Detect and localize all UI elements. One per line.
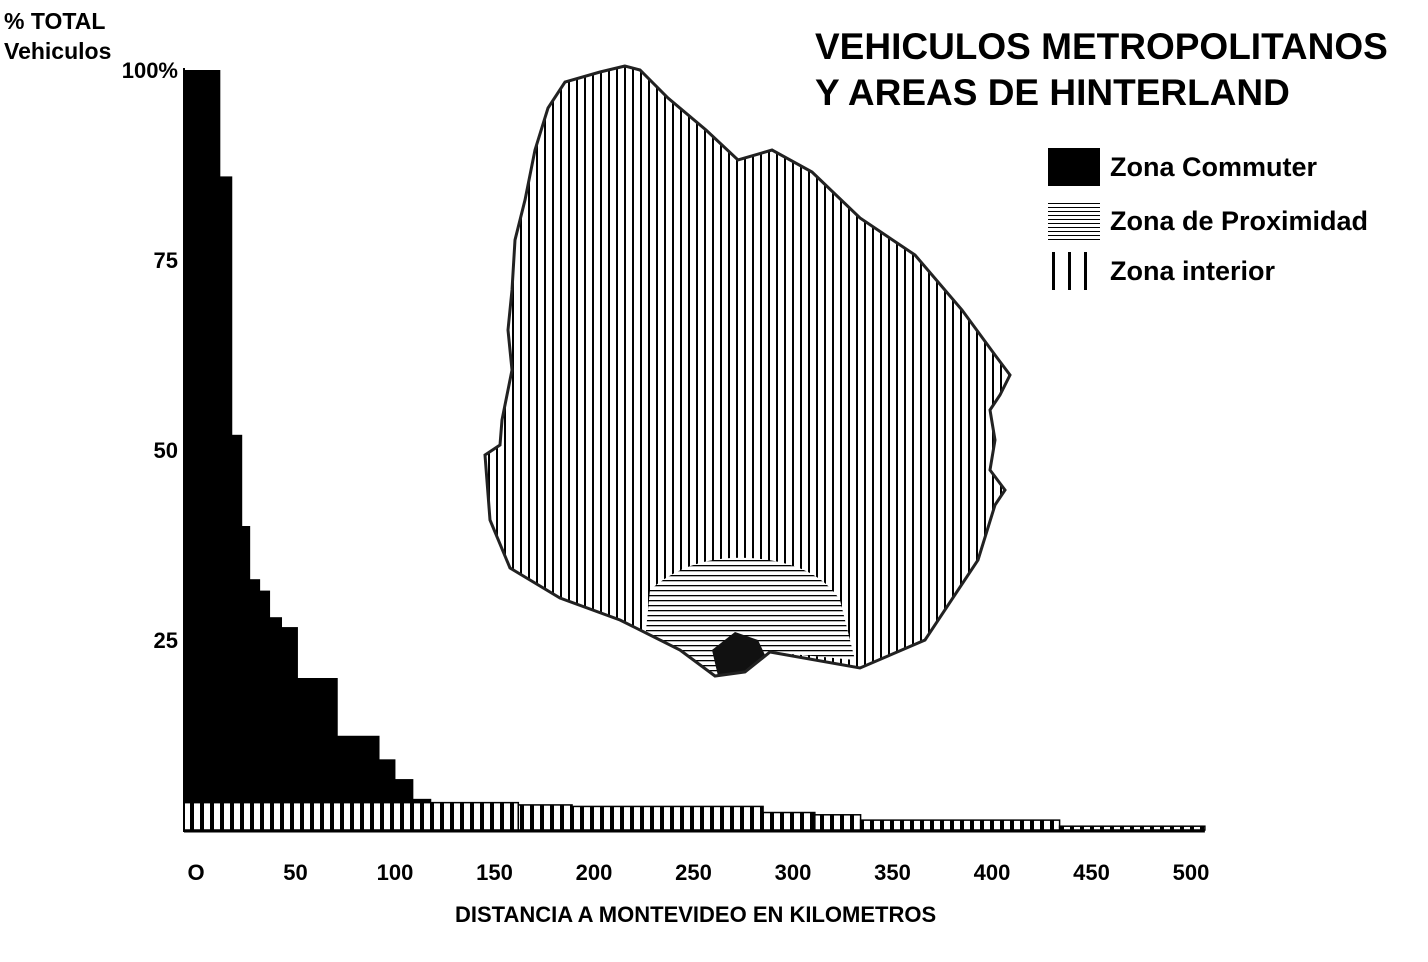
bar-zona-commuter bbox=[249, 579, 261, 803]
bar-zona-commuter bbox=[394, 779, 414, 803]
y-tick-label: 50 bbox=[154, 438, 178, 463]
x-tick-label: 300 bbox=[775, 860, 812, 885]
x-tick-label: 50 bbox=[283, 860, 307, 885]
bar-zona-interior bbox=[859, 819, 1061, 831]
y-tick-label: 100% bbox=[122, 58, 178, 83]
x-tick-label: 400 bbox=[974, 860, 1011, 885]
bar-zona-commuter bbox=[259, 590, 271, 803]
legend-label: Zona de Proximidad bbox=[1110, 205, 1369, 236]
y-axis-label-line1: % TOTAL bbox=[4, 8, 106, 34]
chart-title-line1: VEHICULOS METROPOLITANOS bbox=[815, 26, 1388, 67]
bar-zona-interior bbox=[571, 805, 764, 831]
y-axis-label: % TOTAL Vehiculos bbox=[4, 6, 111, 66]
chart-title: VEHICULOS METROPOLITANOS Y AREAS DE HINT… bbox=[815, 24, 1388, 116]
x-axis-label: DISTANCIA A MONTEVIDEO EN KILOMETROS bbox=[455, 902, 937, 927]
bar-zona-commuter bbox=[412, 798, 432, 803]
x-tick-label: O bbox=[187, 860, 204, 885]
y-tick-label: 75 bbox=[154, 248, 178, 273]
legend-swatch-horizontal-lines bbox=[1048, 202, 1100, 240]
legend-interior: Zona interior bbox=[1048, 251, 1275, 291]
x-tick-label: 150 bbox=[476, 860, 513, 885]
legend-label: Zona interior bbox=[1110, 255, 1276, 286]
bar-zona-commuter bbox=[269, 617, 283, 803]
bar-zona-commuter bbox=[184, 70, 221, 803]
x-tick-label: 100 bbox=[377, 860, 414, 885]
x-tick-label: 350 bbox=[874, 860, 911, 885]
map-outline bbox=[483, 64, 1012, 678]
bar-zona-interior bbox=[1058, 825, 1206, 831]
bar-zona-commuter bbox=[337, 735, 380, 803]
x-tick-label: 450 bbox=[1073, 860, 1110, 885]
bar-zona-interior bbox=[814, 814, 862, 831]
legend-commuter: Zona Commuter bbox=[1048, 147, 1317, 187]
bar-zona-interior bbox=[762, 811, 816, 831]
y-axis-label-line2: Vehiculos bbox=[4, 38, 112, 64]
bar-zona-interior bbox=[517, 804, 573, 831]
bar-zona-interior bbox=[183, 801, 520, 831]
bar-zona-commuter bbox=[231, 434, 243, 803]
zona-proximidad-area bbox=[645, 557, 855, 676]
legend-swatch-vertical-lines bbox=[1048, 252, 1100, 290]
bar-zona-commuter bbox=[281, 627, 298, 803]
uruguay-map bbox=[483, 64, 1012, 678]
chart-title-line2: Y AREAS DE HINTERLAND bbox=[815, 72, 1290, 113]
bar-zona-commuter bbox=[379, 759, 396, 803]
legend-label: Zona Commuter bbox=[1110, 151, 1318, 182]
x-tick-label: 500 bbox=[1173, 860, 1210, 885]
bar-zona-commuter bbox=[297, 678, 338, 803]
x-tick-label: 200 bbox=[576, 860, 613, 885]
y-tick-label: 25 bbox=[154, 628, 178, 653]
bar-zona-commuter bbox=[241, 526, 251, 803]
x-tick-label: 250 bbox=[675, 860, 712, 885]
bar-zona-commuter bbox=[219, 176, 233, 803]
legend-swatch-solid bbox=[1048, 148, 1100, 186]
legend-proximidad: Zona de Proximidad bbox=[1048, 201, 1368, 241]
